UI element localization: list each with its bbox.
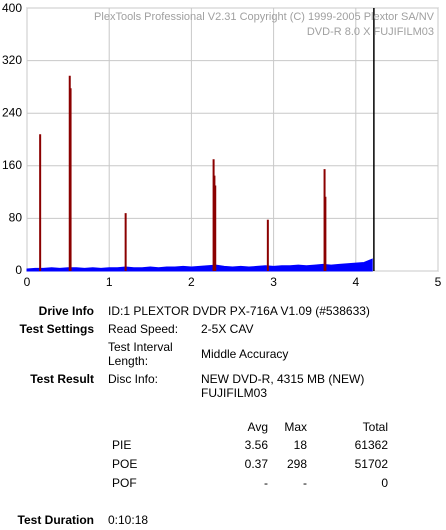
x-tick-label: 2 [188, 275, 195, 289]
table-cell: 61362 [355, 438, 389, 452]
x-tick-label: 0 [24, 275, 31, 289]
y-tick-label: 0 [15, 263, 22, 277]
header-line: DVD-R 8.0 X FUJIFILM03 [307, 26, 434, 38]
table-cell: 51702 [355, 457, 389, 471]
table-cell: 0.37 [245, 457, 269, 471]
y-tick-label: 400 [2, 1, 22, 15]
label: Disc Info: [108, 372, 158, 386]
value: NEW DVD-R, 4315 MB (NEW) [201, 372, 364, 386]
label: Test Interval [108, 340, 173, 354]
value: 2-5X CAV [201, 322, 253, 336]
value: FUJIFILM03 [201, 386, 267, 400]
x-tick-label: 1 [106, 275, 113, 289]
column-header: Total [363, 420, 388, 434]
value: Middle Accuracy [201, 347, 288, 361]
grid: 0 80 160 240 320 400 0 1 2 3 4 5 [2, 1, 442, 289]
table-cell: PIE [112, 438, 131, 452]
y-tick-label: 320 [2, 53, 22, 67]
label: Test Result [30, 372, 94, 386]
table-cell: POF [112, 476, 137, 490]
value: ID:1 PLEXTOR DVDR PX-716A V1.09 (#538633… [108, 304, 370, 318]
x-tick-label: 5 [435, 275, 442, 289]
value: 0:10:18 [108, 513, 148, 527]
label: Length: [108, 354, 148, 368]
label: Test Duration [18, 513, 94, 527]
table-cell: - [303, 476, 307, 490]
table-cell: POE [112, 457, 137, 471]
plot [26, 8, 375, 272]
y-tick-label: 80 [9, 211, 23, 225]
label: Test Settings [20, 322, 95, 336]
result-table: Avg Max Total PIE 3.56 18 61362 POE 0.37 298 51702… [112, 420, 388, 490]
header-line: PlexTools Professional V2.31 Copyright (… [94, 11, 435, 23]
table-cell: 298 [287, 457, 307, 471]
y-tick-label: 160 [2, 158, 22, 172]
x-tick-label: 3 [270, 275, 277, 289]
label: Drive Info [39, 304, 94, 318]
y-tick-label: 240 [2, 105, 22, 119]
area [26, 258, 373, 272]
x-tick-label: 4 [352, 275, 359, 289]
table-cell: 3.56 [245, 438, 269, 452]
table-cell: 18 [294, 438, 308, 452]
table-cell: - [264, 476, 268, 490]
column-header: Avg [248, 420, 268, 434]
plot-area [26, 7, 439, 272]
label: Read Speed: [108, 322, 178, 336]
column-header: Max [284, 420, 307, 434]
table-cell: 0 [381, 476, 388, 490]
